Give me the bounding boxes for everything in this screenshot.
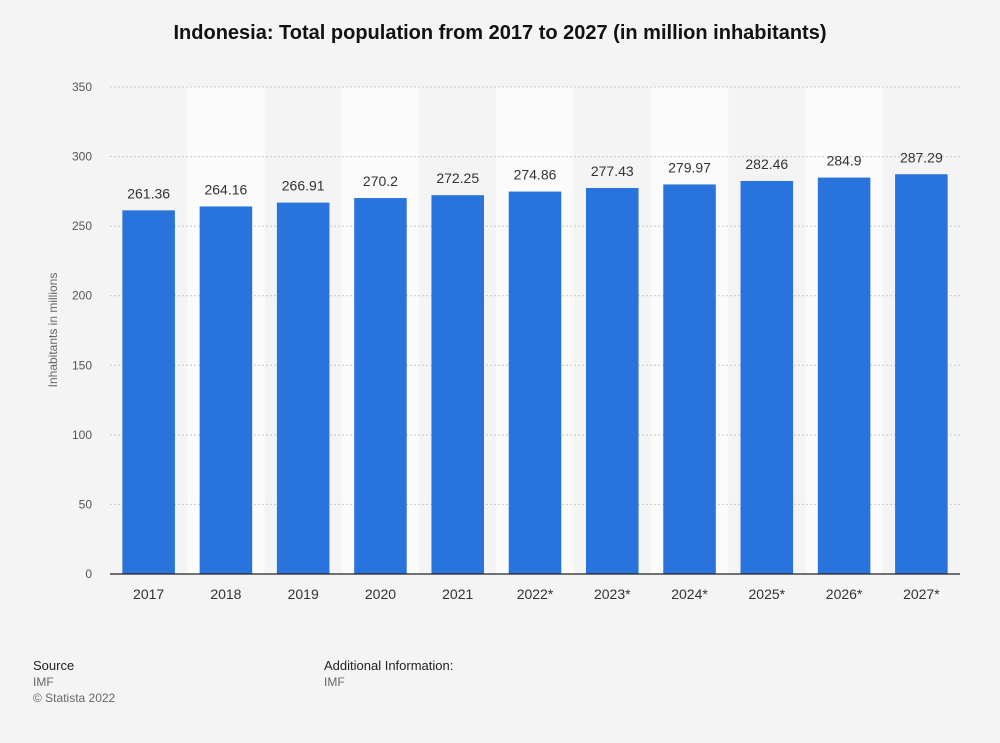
y-tick-label: 100 [72, 428, 92, 442]
x-tick-label: 2021 [442, 586, 473, 602]
bar [354, 198, 407, 574]
x-tick-label: 2026* [826, 586, 863, 602]
bar [431, 195, 484, 574]
data-label: 277.43 [591, 163, 634, 179]
data-label: 284.9 [827, 153, 862, 169]
y-tick-label: 300 [72, 150, 92, 164]
x-tick-label: 2027* [903, 586, 940, 602]
data-label: 266.91 [282, 178, 325, 194]
x-tick-label: 2018 [210, 586, 241, 602]
copyright-text: © Statista 2022 [33, 691, 116, 705]
bar [817, 177, 871, 574]
source-value: IMF [33, 675, 54, 689]
bar [586, 187, 639, 575]
y-tick-label: 350 [72, 80, 92, 94]
chart-title: Indonesia: Total population from 2017 to… [173, 22, 827, 44]
x-tick-label: 2022* [517, 586, 554, 602]
data-label: 287.29 [900, 149, 943, 165]
bar-chart: 0 50 100 150 200 250 300 350 261.36 2017 264.16 201… [72, 80, 960, 602]
bar [895, 174, 948, 575]
source-heading: Source [33, 658, 75, 673]
data-label: 279.97 [668, 159, 711, 175]
x-tick-label: 2017 [133, 586, 164, 602]
data-label: 282.46 [745, 156, 788, 172]
y-tick-label: 250 [72, 219, 92, 233]
x-tick-label: 2020 [365, 586, 396, 602]
bar [199, 206, 253, 574]
y-tick-label: 0 [85, 567, 92, 581]
data-label: 264.16 [204, 181, 247, 197]
y-tick-label: 150 [72, 358, 92, 372]
y-tick-label: 200 [72, 289, 92, 303]
y-axis-label: Inhabitants in millions [46, 272, 60, 388]
x-tick-label: 2024* [671, 586, 708, 602]
bar [276, 202, 330, 574]
additional-info-block: Additional Information: IMF [324, 658, 453, 690]
x-tick-label: 2019 [288, 586, 319, 602]
data-label: 274.86 [514, 167, 557, 183]
data-label: 272.25 [436, 170, 479, 186]
bar [740, 180, 794, 574]
additional-info-value: IMF [324, 675, 345, 689]
data-label: 270.2 [363, 173, 398, 189]
additional-info-heading: Additional Information: [324, 658, 454, 673]
bar [122, 210, 175, 574]
x-tick-label: 2023* [594, 586, 631, 602]
bar [508, 191, 562, 574]
x-tick-label: 2025* [749, 586, 786, 602]
data-label: 261.36 [127, 185, 170, 201]
bar [663, 184, 716, 574]
source-block: Source IMF © Statista 2022 [33, 658, 115, 706]
y-tick-label: 50 [79, 497, 93, 511]
